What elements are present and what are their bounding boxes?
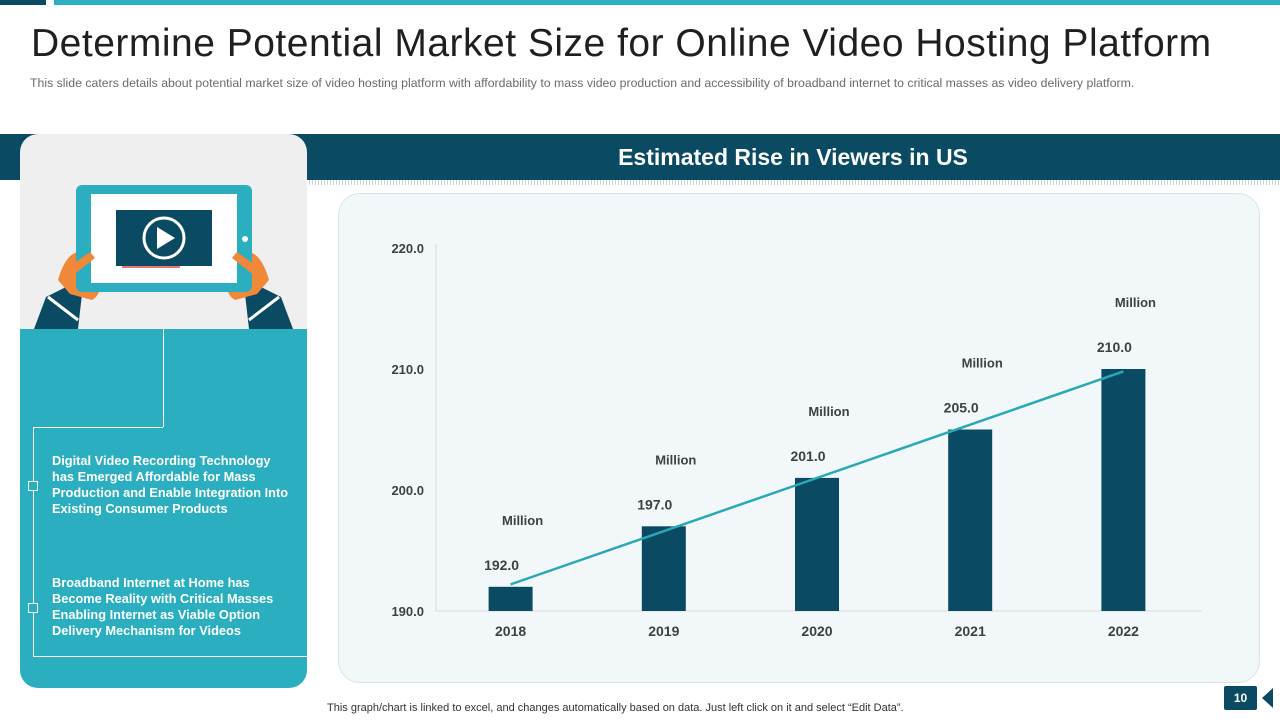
x-tick-label: 2020 (801, 623, 832, 639)
left-info-card: Digital Video Recording Technology has E… (20, 134, 307, 688)
bullet-text-1: Digital Video Recording Technology has E… (52, 453, 289, 516)
bar-chart[interactable]: 190.0 200.0 210.0 220.0 2018 192.0 Million 2019… (339, 194, 1259, 682)
connector-line (163, 329, 164, 427)
trend-line (510, 370, 1124, 586)
bar (641, 526, 686, 611)
chart-panel: 190.0 200.0 210.0 220.0 2018 192.0 Million 2019… (338, 193, 1260, 683)
slide-title: Determine Potential Market Size for Onli… (31, 22, 1212, 65)
unit-label: Million (655, 452, 696, 467)
tablet-illustration (34, 185, 293, 329)
data-label: 210.0 (1097, 339, 1132, 355)
bar (488, 586, 533, 611)
y-tick-label: 190.0 (391, 604, 424, 619)
slide-subtitle: This slide caters details about potentia… (30, 76, 1135, 90)
illustration-area (20, 134, 307, 329)
timeline-line (33, 427, 34, 656)
chart-title: Estimated Rise in Viewers in US (618, 144, 968, 170)
data-label: 201.0 (790, 448, 825, 464)
y-tick-label: 220.0 (391, 241, 424, 256)
play-icon (142, 216, 186, 260)
bullet-marker (28, 481, 38, 491)
page-arrow-icon (1262, 688, 1273, 708)
footer-note: This graph/chart is linked to excel, and… (327, 702, 904, 714)
unit-label: Million (1115, 295, 1156, 310)
x-tick-label: 2021 (955, 623, 986, 639)
bar (1101, 369, 1146, 611)
unit-label: Million (962, 356, 1003, 371)
header-stripe (306, 180, 1280, 185)
y-tick-label: 200.0 (391, 483, 424, 498)
top-accent-dark (0, 0, 46, 5)
hands-fingers (66, 252, 261, 276)
x-tick-label: 2019 (648, 623, 679, 639)
top-accent-teal (54, 0, 1280, 5)
data-label: 205.0 (944, 400, 979, 416)
data-label: 192.0 (484, 557, 519, 573)
bullet-marker (28, 603, 38, 613)
y-tick-label: 210.0 (391, 362, 424, 377)
x-tick-label: 2022 (1108, 623, 1139, 639)
unit-label: Million (808, 404, 849, 419)
bullet-text-2: Broadband Internet at Home has Become Re… (52, 575, 274, 638)
page-number: 10 (1224, 686, 1257, 710)
data-label: 197.0 (637, 496, 672, 512)
x-tick-label: 2018 (495, 623, 526, 639)
connector-line (33, 427, 163, 428)
unit-label: Million (502, 513, 543, 528)
bar (948, 429, 993, 611)
bottom-divider (33, 656, 307, 657)
bar (795, 477, 839, 611)
